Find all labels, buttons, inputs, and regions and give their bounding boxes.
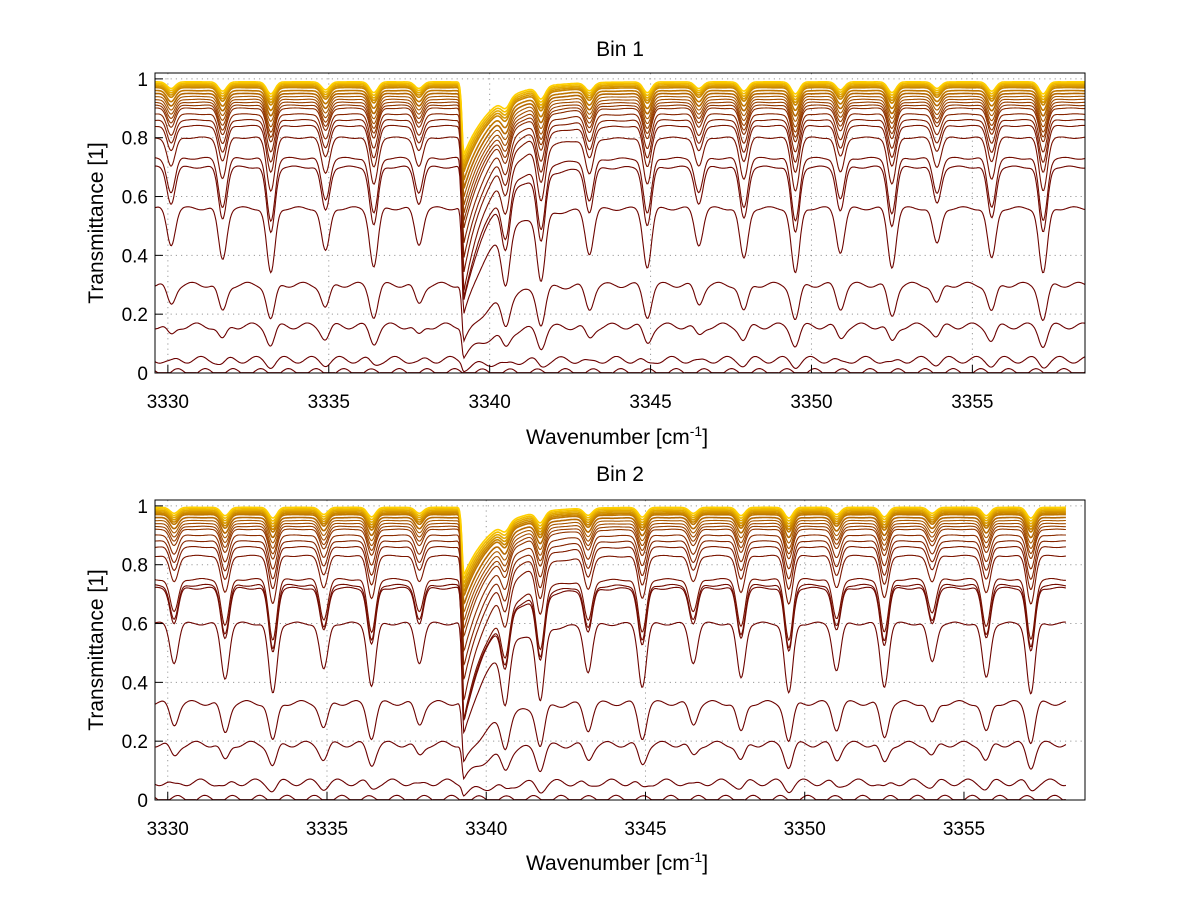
spectrum-line [154,368,1086,374]
y-tick-label: 0.8 [122,129,148,150]
y-tick-label: 1 [137,70,148,91]
x-tick-label: 3350 [790,392,832,413]
plot-area [155,73,1085,373]
x-axis-label: Wavenumber [cm-1] [526,849,708,875]
spectrum-line [154,206,1086,314]
y-tick-labels: 0 0.2 0.4 0.6 0.8 1 [122,70,163,385]
spectrum-line [155,107,1085,229]
spectrum-line [154,322,1086,360]
spectrum-line [154,534,1066,653]
spectrum-line [155,85,1085,168]
spectrum-line [154,700,1067,763]
x-tick-label: 3340 [465,819,507,840]
spectrum-line [154,540,1066,666]
y-axis-label: Transmittance [1] [85,569,108,730]
spectrum-line [155,80,1085,155]
spectrum-line [154,577,1066,719]
y-tick-label: 0 [137,791,148,812]
spectrum-line [155,92,1085,189]
spectrum-line [155,528,1066,638]
y-tick-label: 0.2 [122,732,148,753]
spectrum-line [154,113,1086,243]
y-tick-label: 0.6 [122,188,148,209]
spectrum-line [155,86,1085,172]
y-tick-label: 1 [137,497,148,518]
spectrum-line [154,136,1086,291]
y-axis-label: Transmittance [1] [85,142,108,303]
spectrum-line [154,778,1067,797]
spectrum-line [155,119,1086,258]
spectrum-line [154,101,1085,214]
plot-bin-1: Bin 1 3330 3335 3340 3345 3350 3355 0 0.2 0.4 0.… [85,38,1086,449]
spectrum-line [155,519,1066,614]
x-tick-label: 3345 [624,819,666,840]
spectrum-line [155,554,1066,701]
spectrum-line [155,522,1066,623]
axes-frame [154,72,1086,374]
x-tick-label: 3355 [943,819,985,840]
x-axis-label: Wavenumber [cm-1] [526,423,708,449]
x-tick-label: 3340 [469,392,511,413]
x-tick-label: 3335 [306,819,348,840]
y-tick-labels: 0 0.2 0.4 0.6 0.8 1 [122,497,163,812]
x-tick-label: 3350 [784,819,826,840]
spectrum-line [155,512,1066,594]
chart-title: Bin 1 [596,38,644,61]
spectrum-line [155,509,1066,586]
plot-area [155,500,1085,800]
spectrum-line [154,82,1086,160]
spectrum-line [154,510,1066,590]
x-tick-labels: 3330 3335 3340 3345 3350 3355 [147,365,994,413]
y-tick-label: 0.4 [122,673,149,694]
spectrum-line [154,740,1067,781]
x-tick-label: 3330 [147,819,189,840]
x-tick-label: 3355 [951,392,993,413]
spectrum-line [154,104,1086,221]
spectrum-line [154,281,1086,343]
series-lines [154,80,1086,374]
spectrum-line [155,95,1085,197]
spectrum-line [155,89,1085,181]
spectrum-line [155,124,1085,273]
x-tick-label: 3345 [629,392,671,413]
series-lines [154,506,1067,801]
x-tick-label: 3330 [147,392,189,413]
axes-frame [154,499,1086,801]
chart-title: Bin 2 [596,463,644,486]
spectrum-line [155,513,1066,599]
y-tick-label: 0 [137,364,148,385]
y-tick-label: 0.8 [122,556,148,577]
spectrum-line [154,621,1066,735]
spectrum-line [155,165,1086,300]
y-tick-label: 0.2 [122,305,148,326]
x-tick-label: 3335 [308,392,350,413]
spectrum-line [154,156,1086,298]
spectrum-line [155,83,1085,164]
y-tick-label: 0.4 [122,246,149,267]
spectrum-line [154,546,1066,680]
spectrum-line [155,508,1066,581]
spectrum-line [154,355,1086,373]
spectrum-line [155,98,1085,206]
y-tick-label: 0.6 [122,615,148,636]
x-tick-labels: 3330 3335 3340 3345 3350 3355 [147,792,985,840]
spectrum-line [155,586,1067,721]
spectrum-line [155,506,1066,577]
spectrum-line [155,525,1066,631]
spectrum-line [154,583,1067,721]
spectrum-line [154,516,1066,607]
plot-bin-2: Bin 2 3330 3335 3340 3345 3350 3355 0 0.2 0.4 0.… [85,463,1086,875]
